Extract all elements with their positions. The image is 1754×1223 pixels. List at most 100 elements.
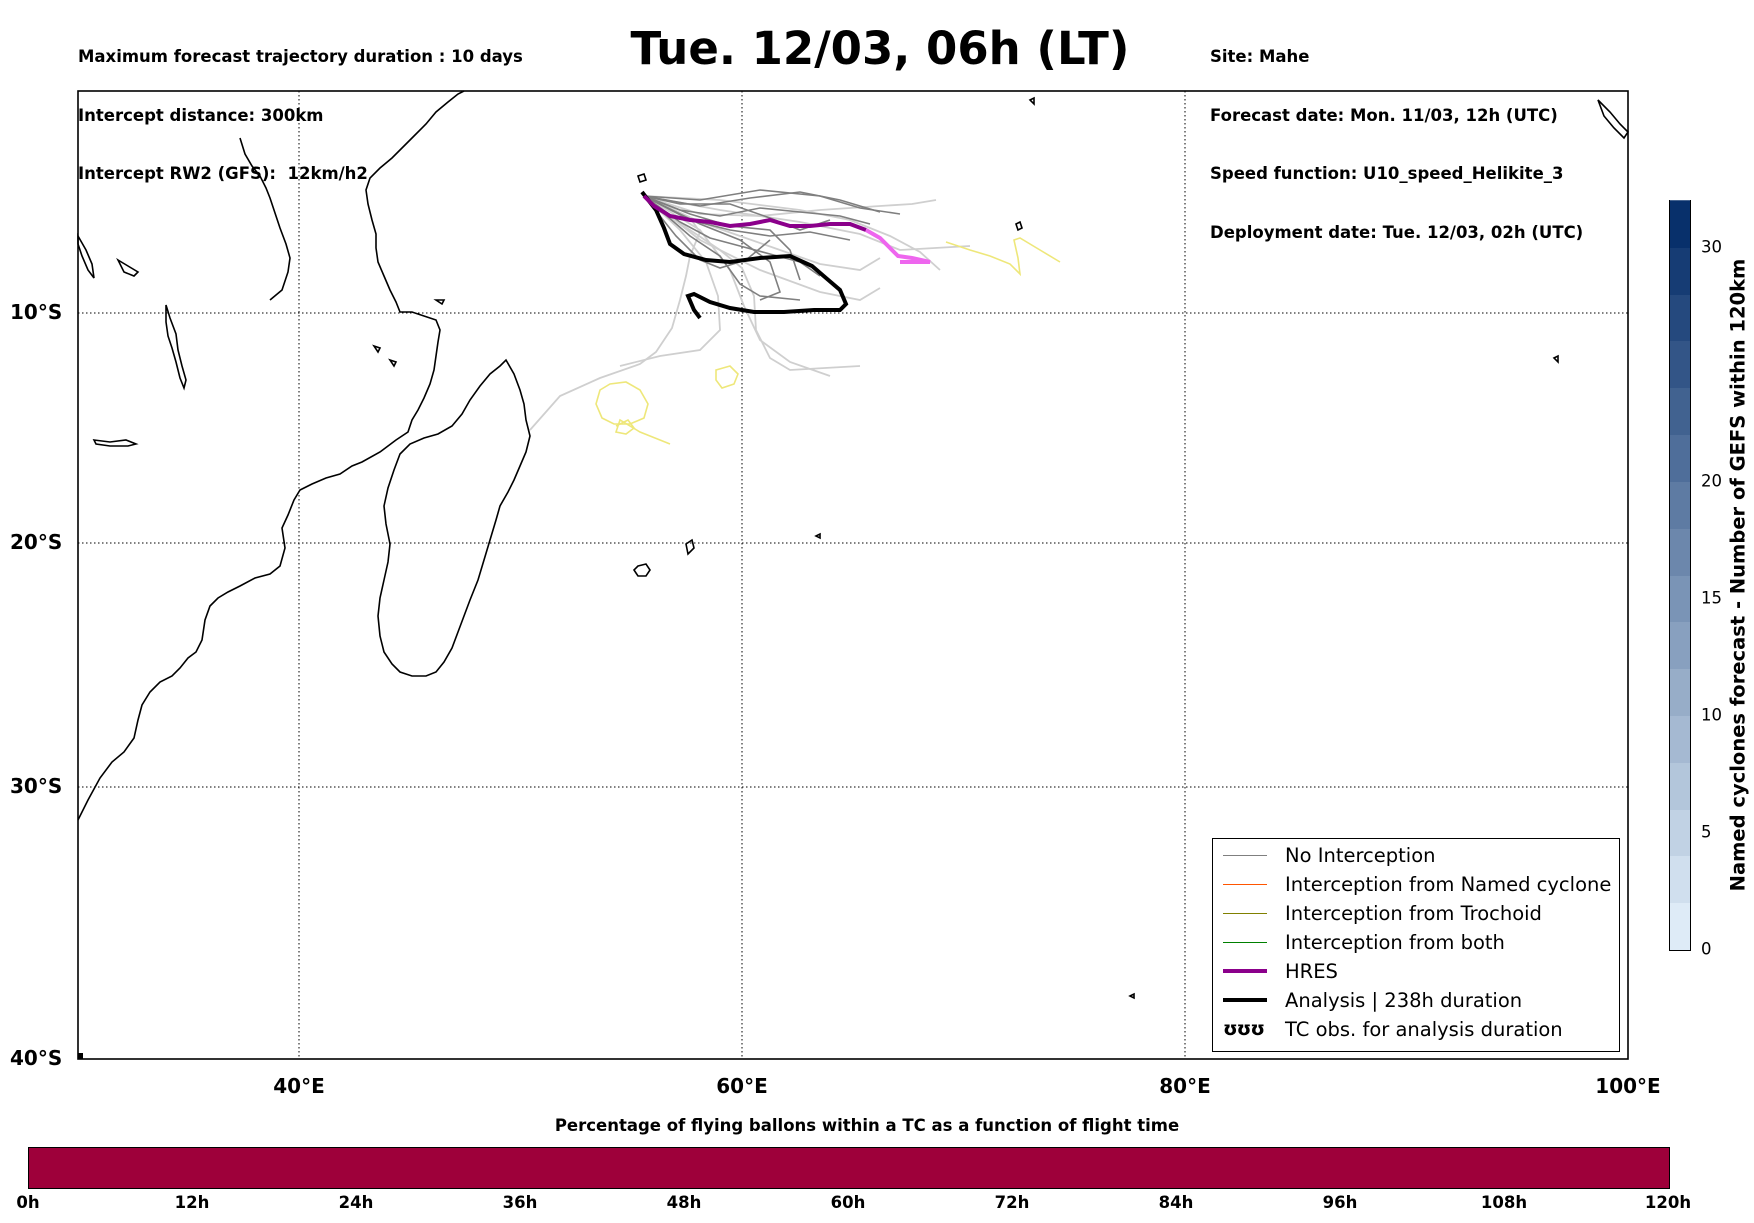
colorbar-segment xyxy=(1670,527,1690,576)
lon-label: 60°E xyxy=(716,1074,768,1098)
header-right-line: Forecast date: Mon. 11/03, 12h (UTC) xyxy=(1210,105,1558,125)
header-left: Maximum forecast trajectory duration : 1… xyxy=(78,8,523,203)
time-label: 60h xyxy=(830,1193,866,1212)
coast-africa xyxy=(77,90,465,821)
hres-trajectory xyxy=(642,194,867,232)
time-label: 36h xyxy=(502,1193,538,1212)
legend-item: No Interception xyxy=(1223,842,1436,868)
legend-item: HRES xyxy=(1223,958,1338,984)
time-label: 24h xyxy=(338,1193,374,1212)
tc-obs-track xyxy=(945,237,1061,277)
time-label: 0h xyxy=(16,1193,40,1212)
lake-feature xyxy=(77,232,95,279)
legend-label: Interception from Named cyclone xyxy=(1285,872,1612,896)
colorbar-segment xyxy=(1670,714,1690,763)
lake-feature xyxy=(165,304,187,391)
lat-label: 40°S xyxy=(10,1046,63,1070)
coast-madagascar xyxy=(377,358,531,677)
island-comoros xyxy=(372,344,382,354)
time-label: 48h xyxy=(666,1193,702,1212)
hres-trajectory-end xyxy=(865,228,931,264)
legend-label: Analysis | 238h duration xyxy=(1285,988,1523,1012)
colorbar-segment xyxy=(1670,667,1690,716)
page-title: Tue. 12/03, 06h (LT) xyxy=(630,22,1130,75)
header-left-line: Intercept distance: 300km xyxy=(78,105,324,125)
flight-time-bar xyxy=(28,1147,1670,1189)
colorbar-segment xyxy=(1670,574,1690,623)
island-mahe xyxy=(636,172,648,184)
legend-swatch xyxy=(1223,854,1267,856)
colorbar-segment xyxy=(1670,293,1690,342)
legend-swatch xyxy=(1223,883,1267,885)
trajectory-light xyxy=(619,195,721,367)
time-label: 108h xyxy=(1480,1193,1528,1212)
time-label: 120h xyxy=(1644,1193,1692,1212)
legend-label: No Interception xyxy=(1285,843,1436,867)
legend-label: Interception from both xyxy=(1285,930,1505,954)
header-left-line: Maximum forecast trajectory duration : 1… xyxy=(78,47,523,66)
tc-obs-track xyxy=(614,418,671,445)
lat-label: 20°S xyxy=(10,530,63,554)
map-frame xyxy=(77,90,1629,1060)
bottom-bar-title: Percentage of flying ballons within a TC… xyxy=(554,1116,1180,1135)
gridlines xyxy=(78,91,1628,1059)
island-reunion xyxy=(632,563,651,577)
colorbar-tick-label: 30 xyxy=(1701,237,1722,257)
island-maldives xyxy=(1028,96,1035,106)
island-sumatra xyxy=(1597,99,1630,140)
tc-obs-track xyxy=(715,365,739,389)
legend: No Interception Interception from Named … xyxy=(1212,838,1620,1052)
tc-symbol-icon: ʊʊʊ xyxy=(1223,1018,1265,1040)
legend-item: Interception from Named cyclone xyxy=(1223,871,1611,897)
lon-label: 40°E xyxy=(273,1074,325,1098)
lat-label: 30°S xyxy=(10,774,63,798)
legend-item: Interception from both xyxy=(1223,929,1505,955)
header-right: Site: Mahe Forecast date: Mon. 11/03, 12… xyxy=(1210,8,1583,262)
colorbar-segment xyxy=(1670,761,1690,810)
trajectory-dark xyxy=(643,195,801,301)
colorbar-segment xyxy=(1670,339,1690,389)
island-cocos xyxy=(1552,354,1559,364)
trajectory-dark xyxy=(643,195,831,231)
lat-label: 10°S xyxy=(10,300,63,324)
lake-feature xyxy=(116,257,140,277)
colorbar-right xyxy=(1669,199,1691,951)
colorbar-segment xyxy=(1670,620,1690,670)
island-rodrigues xyxy=(814,532,821,540)
trajectory-light xyxy=(643,195,861,371)
map-corner-mark xyxy=(78,1053,83,1059)
legend-swatch xyxy=(1223,941,1267,943)
colorbar-tick-label: 0 xyxy=(1701,939,1712,959)
legend-swatch xyxy=(1223,969,1267,973)
lon-label: 100°E xyxy=(1595,1074,1661,1098)
header-right-line: Deployment date: Tue. 12/03, 02h (UTC) xyxy=(1210,222,1584,242)
time-label: 84h xyxy=(1158,1193,1194,1212)
trajectory-light xyxy=(643,195,831,377)
legend-item: Analysis | 238h duration xyxy=(1223,987,1522,1013)
legend-swatch xyxy=(1223,912,1267,914)
legend-label: HRES xyxy=(1285,959,1338,983)
colorbar-segment xyxy=(1670,246,1690,295)
trajectory-dark xyxy=(643,195,771,269)
trajectory-light xyxy=(643,195,881,301)
legend-label: Interception from Trochoid xyxy=(1285,901,1542,925)
trajectory-dark xyxy=(643,189,901,215)
coast-africa-north xyxy=(239,137,291,301)
legend-item: Interception from Trochoid xyxy=(1223,900,1542,926)
time-label: 96h xyxy=(1322,1193,1358,1212)
colorbar-tick-label: 5 xyxy=(1701,822,1712,842)
island-amsterdam xyxy=(1128,992,1135,1000)
tc-obs-track xyxy=(595,381,649,425)
header-right-line: Site: Mahe xyxy=(1210,47,1310,66)
legend-label: TC obs. for analysis duration xyxy=(1285,1017,1563,1041)
colorbar-right-title: Named cyclones forecast - Number of GEFS… xyxy=(1726,258,1750,892)
colorbar-tick-label: 15 xyxy=(1701,588,1722,608)
island-chagos xyxy=(1015,220,1023,232)
colorbar-tick-label: 10 xyxy=(1701,705,1722,725)
analysis-trajectory xyxy=(640,190,849,320)
lake-feature xyxy=(92,439,139,447)
colorbar-segment xyxy=(1670,808,1690,857)
colorbar-segment xyxy=(1670,854,1690,904)
colorbar-tick-label: 20 xyxy=(1701,471,1722,491)
